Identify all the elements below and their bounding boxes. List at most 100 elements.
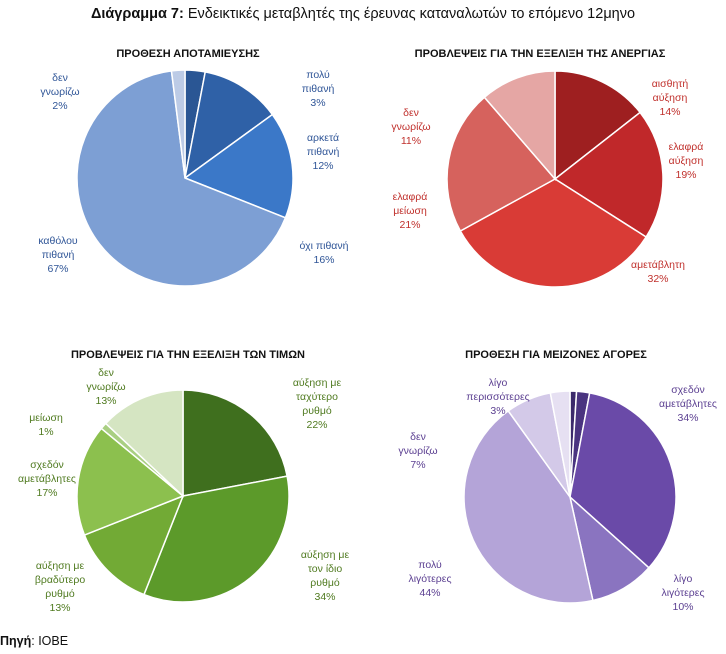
slice-label-line: αύξηση <box>653 92 688 104</box>
slice-label-line: δεν <box>403 107 419 119</box>
slice-label-line: 16% <box>313 254 334 266</box>
slice-label: πολύ πιθανή 3% <box>302 69 335 109</box>
pie-slices <box>76 389 290 603</box>
slice-label-line: δεν <box>52 72 68 84</box>
pie-slice <box>554 70 642 181</box>
slice-label-line: λίγο <box>674 573 693 585</box>
slice-label-line: πιθανή <box>307 146 340 158</box>
slice-label-line: σχεδόν <box>30 459 64 471</box>
pie-slices <box>446 70 664 288</box>
pie-chart-1: ΠΡΟΘΕΣΗ ΑΠΟΤΑΜΙΕΥΣΗΣ πολύ πιθανή 3% αρκετά πι… <box>38 48 349 287</box>
slice-label-line: αύξηση <box>669 155 704 167</box>
slice-label-line: μείωση <box>393 205 427 217</box>
slice-label-line: 17% <box>36 487 57 499</box>
slice-label-line: μείωση <box>29 412 63 424</box>
slice-label-line: δεν <box>98 367 114 379</box>
slice-label: δεν γνωρίζω 2% <box>40 72 79 112</box>
slice-label-line: αμετάβλητες <box>659 398 717 410</box>
slice-label: αισθητή αύξηση 14% <box>652 78 689 118</box>
pie-slice <box>549 390 571 498</box>
slice-label-line: αμετάβλητες <box>18 473 76 485</box>
slice-label-line: 12% <box>312 160 333 172</box>
source-text: : ΙΟΒΕ <box>31 634 69 648</box>
slice-label-line: 3% <box>490 405 505 417</box>
slice-label-line: 21% <box>399 219 420 231</box>
pie-slice <box>76 70 287 287</box>
slice-label-line: τον ίδιο <box>308 563 343 575</box>
slice-label-line: γνωρίζω <box>86 381 125 393</box>
slice-label-line: λιγότερες <box>408 573 451 585</box>
slice-label-line: 13% <box>49 602 70 614</box>
slice-label-line: πιθανή <box>42 249 75 261</box>
slice-label: αύξηση με ταχύτερο ρυθμό 22% <box>293 377 342 431</box>
pie-slice <box>569 391 677 569</box>
slice-label-line: αισθητή <box>652 78 689 90</box>
slice-label-line: γνωρίζω <box>398 445 437 457</box>
pie-slice <box>446 96 557 232</box>
slice-label-line: πολύ <box>306 69 330 81</box>
source-note: Πηγή: ΙΟΒΕ <box>0 634 68 648</box>
slice-label-line: 2% <box>52 100 67 112</box>
source-label: Πηγή <box>0 634 32 648</box>
pie-chart-2: ΠΡΟΒΛΕΨΕΙΣ ΓΙΑ ΤΗΝ ΕΞΕΛΙΞΗ ΤΗΣ ΑΝΕΡΓΙΑΣ α… <box>391 48 704 288</box>
slice-label: πολύ λιγότερες 44% <box>408 559 451 599</box>
slice-label: αρκετά πιθανή 12% <box>307 132 340 172</box>
slice-label-line: ελαφρά <box>669 141 704 153</box>
pie-slice <box>183 113 294 219</box>
slice-label-line: 1% <box>38 426 53 438</box>
slice-label: δεν γνωρίζω 11% <box>391 107 430 147</box>
slice-label: σχεδόν αμετάβλητες 34% <box>659 384 717 424</box>
slice-label-line: ελαφρά <box>393 191 428 203</box>
slice-label-line: λιγότερες <box>661 587 704 599</box>
pie-chart-4: ΠΡΟΘΕΣΗ ΓΙΑ ΜΕΙΖΟΝΕΣ ΑΓΟΡΕΣ σχεδόν αμετάβλ… <box>398 349 717 613</box>
slice-label-line: 67% <box>47 263 68 275</box>
slice-label-line: πολύ <box>418 559 442 571</box>
figure-title: Διάγραμμα 7: Ενδεικτικές μεταβλητές της … <box>0 6 726 22</box>
slice-label-line: αύξηση με <box>36 560 85 572</box>
slice-label-line: γνωρίζω <box>40 86 79 98</box>
slice-label-line: 19% <box>675 169 696 181</box>
slice-label-line: 11% <box>401 135 421 147</box>
slice-label-line: βραδύτερο <box>35 574 85 586</box>
slice-label-line: λίγο <box>489 377 508 389</box>
slice-label-line: περισσότερες <box>466 391 529 403</box>
slice-label-line: ταχύτερο <box>296 391 338 403</box>
slice-label: μείωση 1% <box>29 412 63 438</box>
pie-title: ΠΡΟΘΕΣΗ ΑΠΟΤΑΜΙΕΥΣΗΣ <box>116 48 260 60</box>
slice-label: λίγο λιγότερες 10% <box>661 573 704 613</box>
slice-label-line: πιθανή <box>302 83 335 95</box>
pie-slice <box>170 69 186 179</box>
slice-label-line: αύξηση με <box>293 377 342 389</box>
figure-title-text: Ενδεικτικές μεταβλητές της έρευνας καταν… <box>183 6 636 22</box>
slice-label: δεν γνωρίζω 7% <box>398 431 437 471</box>
pie-slice <box>76 427 185 536</box>
slice-label-line: γνωρίζω <box>391 121 430 133</box>
slice-label-line: 34% <box>677 412 698 424</box>
pie-title: ΠΡΟΒΛΕΨΕΙΣ ΓΙΑ ΤΗΝ ΕΞΕΛΙΞΗ ΤΩΝ ΤΙΜΩΝ <box>71 349 305 361</box>
pie-slice <box>143 475 290 603</box>
slice-label: σχεδόν αμετάβλητες 17% <box>18 459 76 499</box>
slice-label: λίγο περισσότερες 3% <box>466 377 529 417</box>
pie-slice <box>104 389 184 498</box>
slice-label-line: καθόλου <box>38 235 78 247</box>
pie-slice <box>463 409 594 604</box>
slice-label-line: 13% <box>95 395 116 407</box>
slice-label-line: 44% <box>419 587 440 599</box>
slice-label-line: 3% <box>310 97 325 109</box>
slice-label-line: 32% <box>647 273 668 285</box>
slice-label-line: αρκετά <box>307 132 339 144</box>
slice-label-line: 7% <box>410 459 425 471</box>
slice-label: όχι πιθανή 16% <box>300 240 349 266</box>
slice-label: δεν γνωρίζω 13% <box>86 367 125 407</box>
slice-label: καθόλου πιθανή 67% <box>38 235 78 275</box>
slice-label-line: ρυθμό <box>302 405 332 417</box>
slice-label-line: 34% <box>314 591 335 603</box>
slice-label-line: αμετάβλητη <box>631 259 685 271</box>
pie-slice <box>553 111 664 239</box>
slice-label-line: ρυθμό <box>45 588 75 600</box>
slice-label-line: αύξηση με <box>301 549 350 561</box>
pie-slice <box>83 494 185 596</box>
slice-label-line: ρυθμό <box>310 577 340 589</box>
pie-title: ΠΡΟΘΕΣΗ ΓΙΑ ΜΕΙΖΟΝΕΣ ΑΓΟΡΕΣ <box>465 349 647 361</box>
